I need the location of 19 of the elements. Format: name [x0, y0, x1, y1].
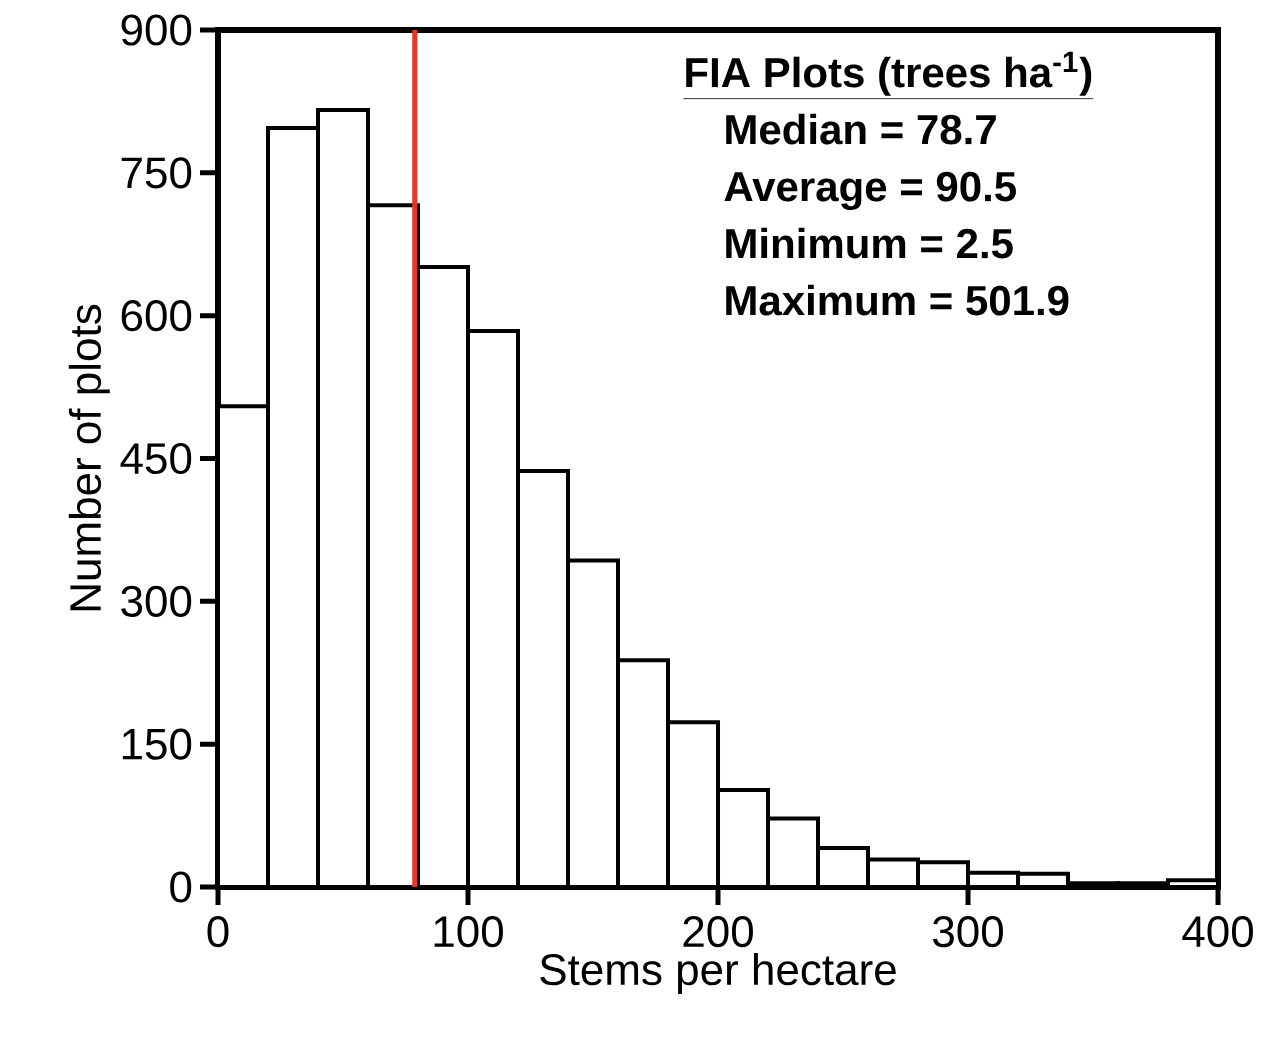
x-tick-label: 0	[207, 916, 229, 948]
annotation: Median = 78.7	[726, 113, 996, 145]
y-tick-label: 150	[122, 728, 192, 760]
x-tick-label: 100	[434, 916, 503, 948]
annotation: Minimum = 2.5	[726, 227, 1013, 259]
annotation: FIA Plots (trees ha$^{-1}$)	[686, 51, 1092, 96]
y-tick-label: 0	[170, 871, 192, 903]
y-tick-label: 450	[120, 442, 192, 475]
x-axis-title: Stems per hectare	[540, 952, 896, 994]
y-tick-label: 600	[121, 300, 192, 332]
y-tick-label: 300	[121, 585, 192, 617]
annotation: Maximum = 501.9	[726, 284, 1069, 316]
y-axis-title: Number of plots	[68, 304, 110, 611]
annotation: Average = 90.5	[724, 171, 1016, 211]
y-tick-label: 750	[121, 157, 192, 189]
x-tick-label: 400	[1182, 916, 1253, 948]
x-tick-label: 300	[932, 916, 1003, 948]
y-tick-label: 900	[121, 14, 192, 46]
x-tick-label: 200	[683, 916, 753, 948]
